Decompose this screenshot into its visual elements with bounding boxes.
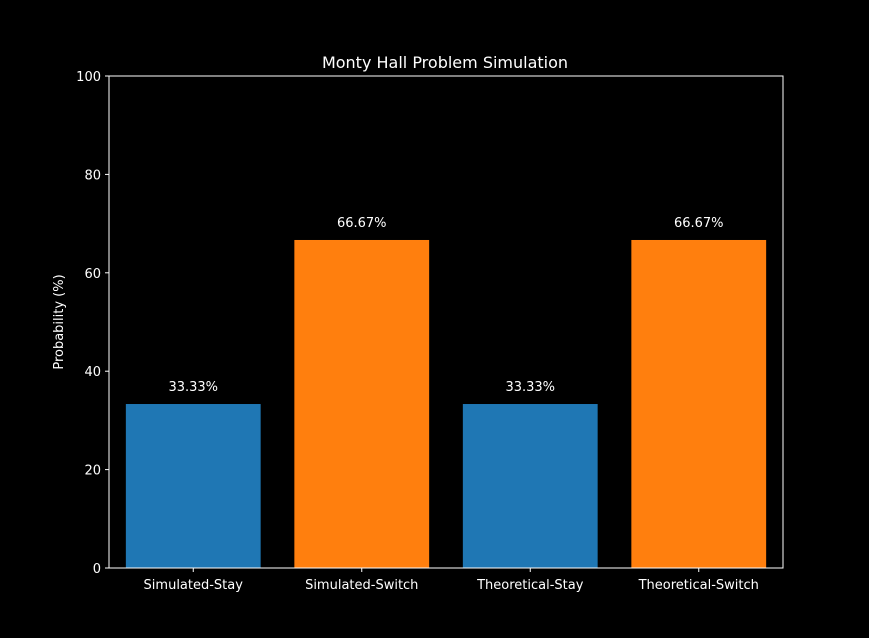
bar-theoretical-stay (462, 404, 598, 568)
y-tick-label-40: 40 (84, 365, 101, 380)
data-label-simulated-stay: 33.33% (168, 380, 218, 395)
y-tick-label-100: 100 (76, 70, 101, 85)
chart-title: Monty Hall Problem Simulation (322, 53, 568, 72)
bar-simulated-switch (294, 239, 430, 569)
y-tick-label-80: 80 (84, 168, 101, 183)
bar-theoretical-switch (631, 239, 767, 569)
data-label-theoretical-switch: 66.67% (674, 216, 724, 231)
x-tick-label-theoretical-switch: Theoretical-Switch (638, 578, 759, 593)
y-tick-label-60: 60 (84, 267, 101, 282)
bars-layer (125, 239, 767, 569)
y-tick-label-20: 20 (84, 464, 101, 479)
x-tick-label-theoretical-stay: Theoretical-Stay (476, 578, 584, 593)
y-axis-label: Probability (%) (52, 274, 67, 369)
data-label-simulated-switch: 66.67% (337, 216, 387, 231)
data-label-theoretical-stay: 33.33% (505, 380, 555, 395)
x-tick-label-simulated-switch: Simulated-Switch (305, 578, 418, 593)
x-tick-label-simulated-stay: Simulated-Stay (144, 578, 244, 593)
x-axis: Simulated-Stay Simulated-Switch Theoretica… (144, 568, 759, 593)
bar-simulated-stay (125, 404, 261, 568)
plot-frame (108, 75, 784, 569)
data-labels-layer: 33.33% 66.67% 33.33% 66.67% (168, 216, 723, 395)
y-axis: 0 20 40 60 80 100 (76, 70, 109, 577)
y-tick-label-0: 0 (93, 562, 101, 577)
